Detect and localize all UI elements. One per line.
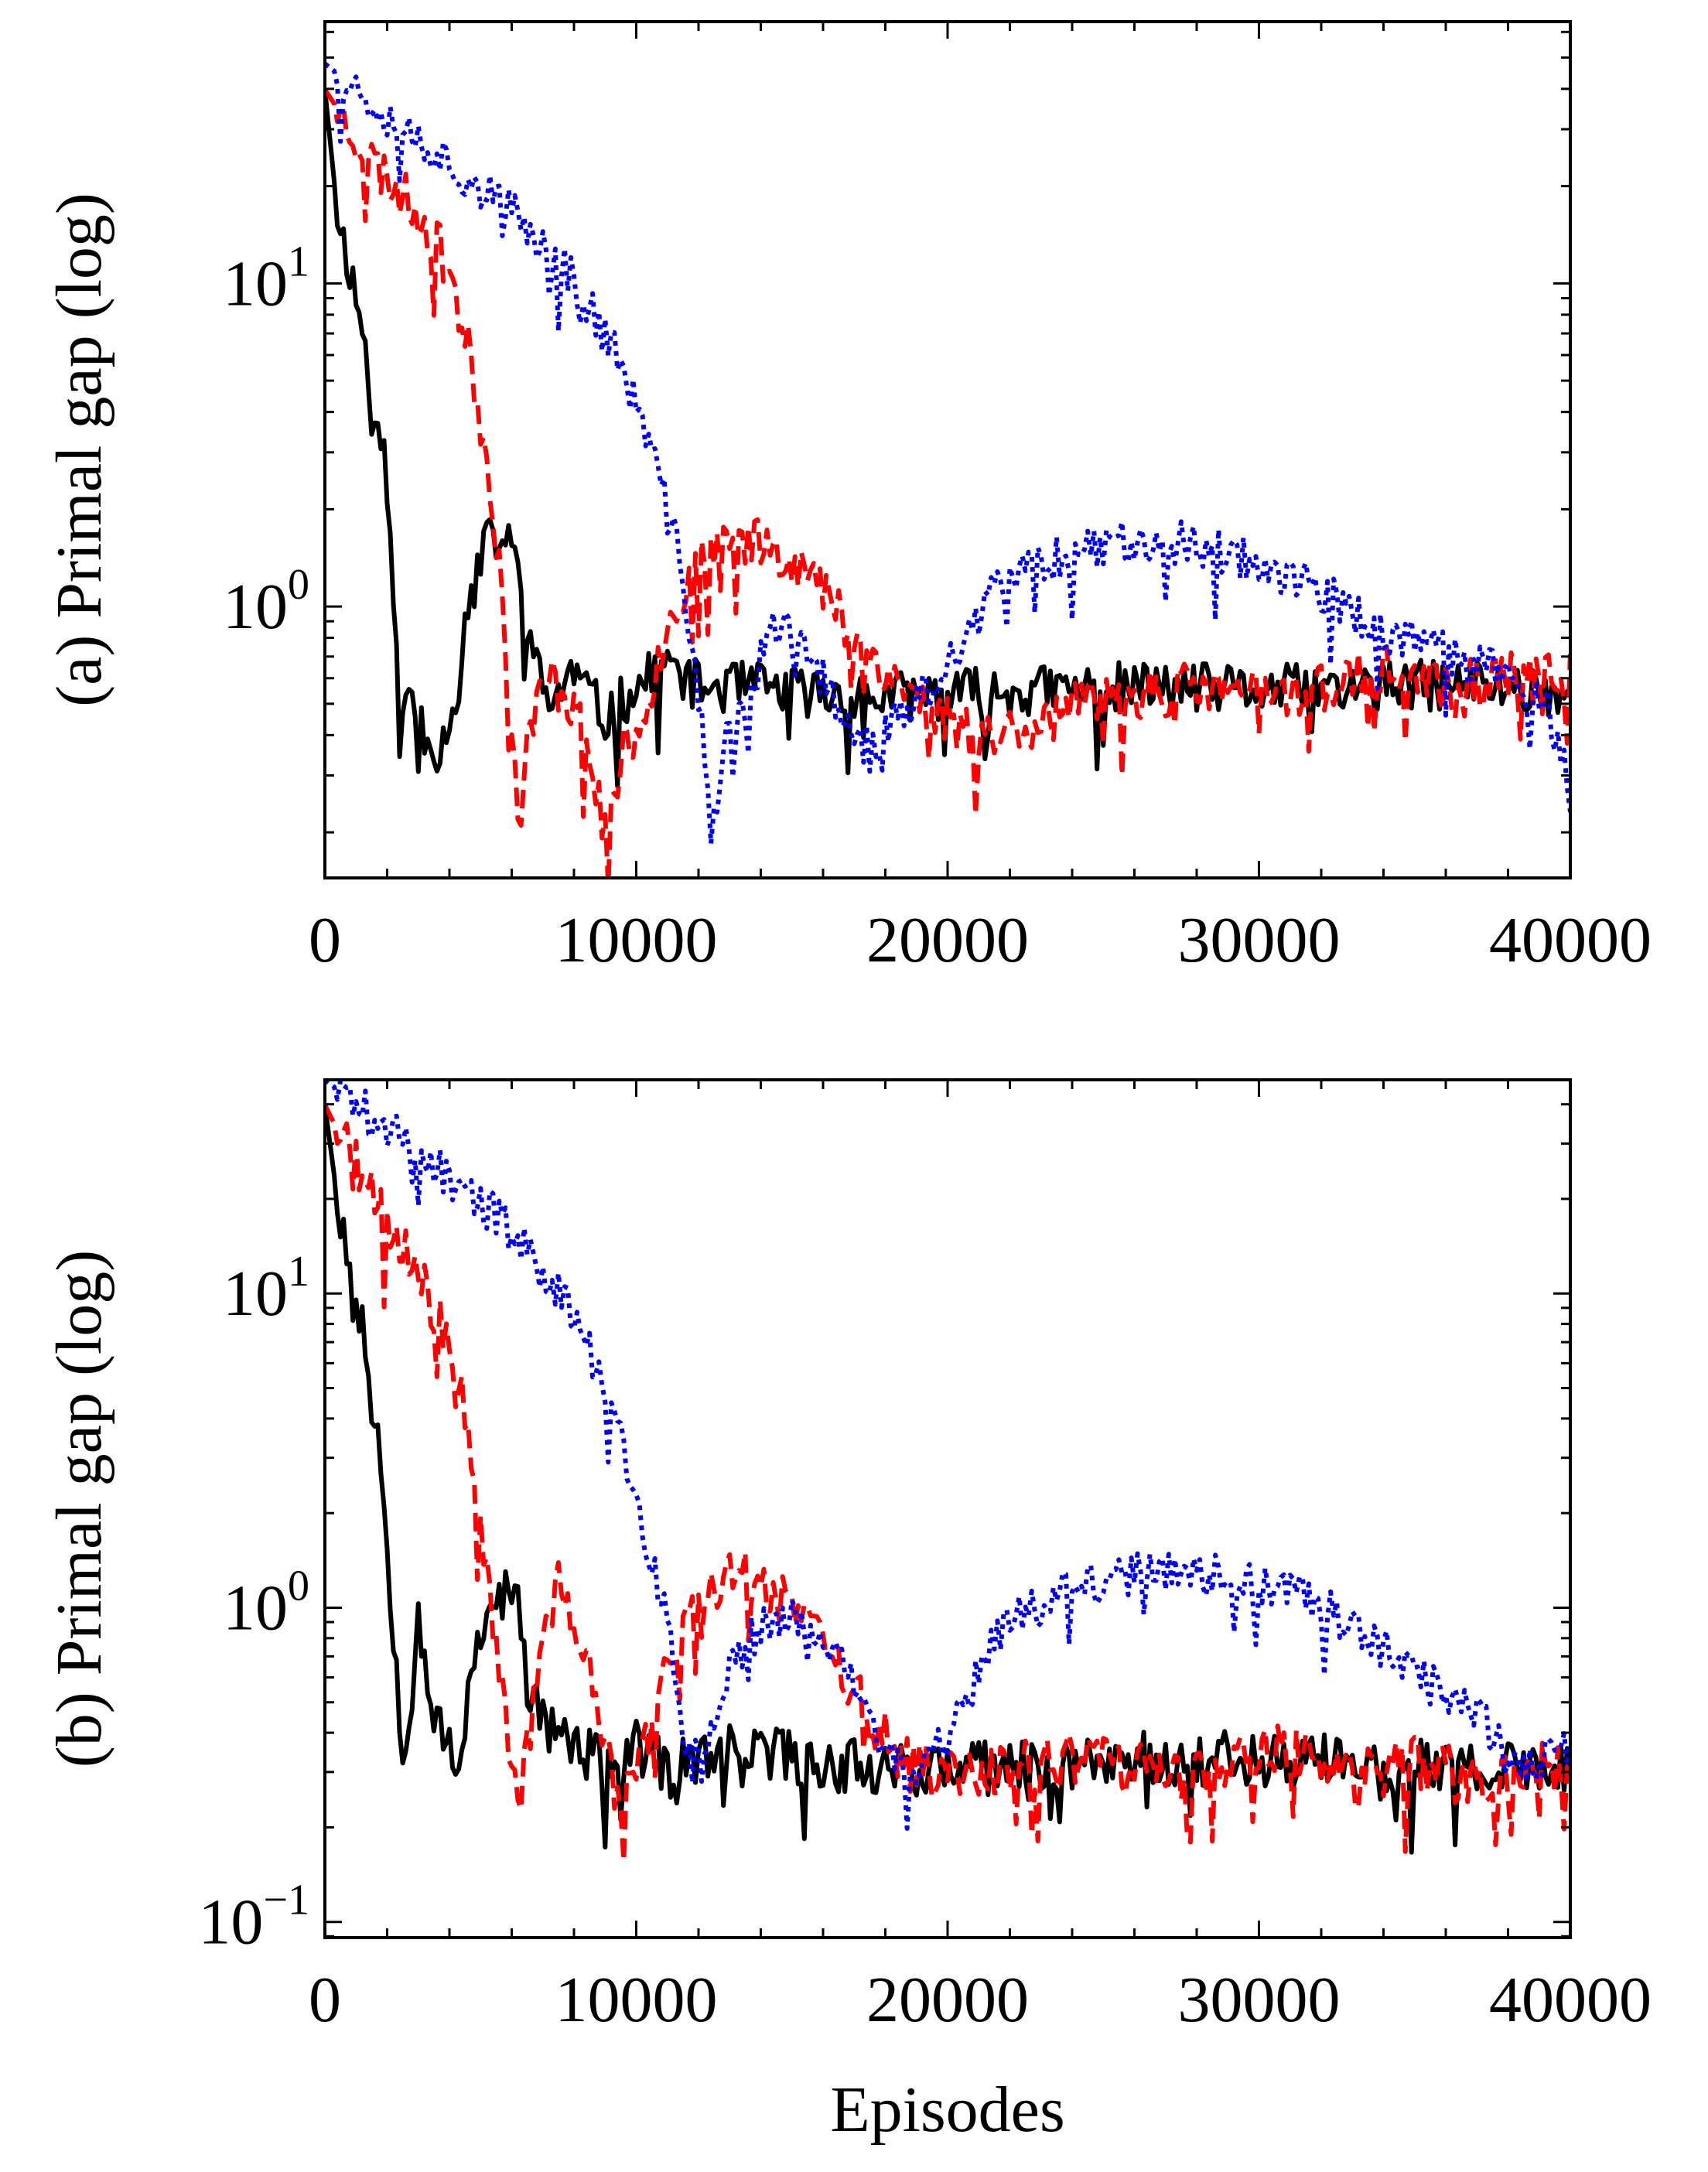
- series-line-red-dashed: [325, 88, 1570, 878]
- x-tick-label: 40000: [1489, 904, 1652, 976]
- series-line-blue-dotted: [325, 61, 1570, 846]
- y-tick-label: 100: [223, 561, 309, 643]
- series-line-red-dashed: [325, 1104, 1570, 1864]
- x-axis-label: Episodes: [830, 2074, 1064, 2146]
- y-axis-label: (a) Primal gap (log): [43, 193, 115, 707]
- axes-frame: [323, 1078, 1572, 1939]
- y-tick-label: 100: [223, 1562, 309, 1644]
- y-tick-label: 10−1: [198, 1877, 309, 1959]
- x-tick-label: 30000: [1178, 1964, 1341, 2036]
- panel-b-chart: 0 10000 20000 30000 40000 10−1 100 101 (b) Prima…: [43, 1078, 1652, 2146]
- x-tick-label: 20000: [866, 904, 1029, 976]
- x-tick-label: 0: [309, 1964, 341, 2036]
- panel-a-chart: 0 10000 20000 30000 40000 100 101 (a) Primal ga…: [43, 20, 1652, 976]
- y-tick-label: 101: [223, 237, 309, 319]
- x-tick-label: 30000: [1178, 904, 1341, 976]
- x-tick-label: 20000: [866, 1964, 1029, 2036]
- series-line-blue-dotted: [325, 1080, 1570, 1831]
- x-tick-label: 10000: [555, 1964, 718, 2036]
- series-line-black-solid: [325, 89, 1570, 789]
- plot-area: [325, 61, 1570, 878]
- x-tick-label: 40000: [1489, 1964, 1652, 2036]
- x-tick-label: 10000: [555, 904, 718, 976]
- x-tick-label: 0: [309, 904, 341, 976]
- plot-area: [325, 1080, 1570, 1864]
- y-tick-label: 101: [223, 1248, 309, 1330]
- y-axis-label: (b) Primal gap (log): [43, 1250, 115, 1768]
